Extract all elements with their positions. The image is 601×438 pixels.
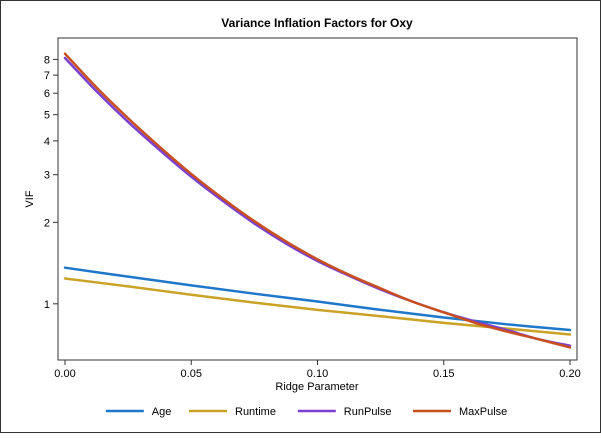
x-axis-label: Ridge Parameter	[275, 381, 358, 393]
legend-label-maxpulse: MaxPulse	[459, 406, 507, 418]
y-tick-label: 1	[44, 299, 50, 311]
legend-label-runtime: Runtime	[235, 406, 276, 418]
x-tick-label: 0.10	[307, 368, 328, 380]
y-tick-label: 8	[44, 54, 50, 66]
legend-label-runpulse: RunPulse	[344, 406, 392, 418]
x-axis: 0.00 0.05 0.10 0.15 0.20	[54, 360, 581, 380]
y-tick-label: 2	[44, 217, 50, 229]
y-tick-label: 3	[44, 170, 50, 182]
chart-title: Variance Inflation Factors for Oxy	[221, 16, 413, 30]
series-line-runpulse	[63, 56, 572, 347]
x-tick-label: 0.00	[54, 368, 75, 380]
series-line-maxpulse	[63, 52, 572, 349]
x-tick-label: 0.20	[559, 368, 580, 380]
legend-label-age: Age	[152, 406, 172, 418]
x-tick-label: 0.15	[433, 368, 454, 380]
x-tick-label: 0.05	[181, 368, 202, 380]
y-tick-label: 5	[44, 110, 50, 122]
legend: Age Runtime RunPulse MaxPulse	[105, 406, 507, 418]
y-tick-label: 6	[44, 88, 50, 100]
series-line-age	[63, 266, 572, 332]
y-axis-label: VIF	[24, 190, 36, 207]
y-tick-label: 4	[44, 136, 50, 148]
series-layer	[63, 52, 572, 349]
y-axis: 1 2 3 4 5 6 7 8	[44, 54, 58, 311]
y-tick-label: 7	[44, 70, 50, 82]
